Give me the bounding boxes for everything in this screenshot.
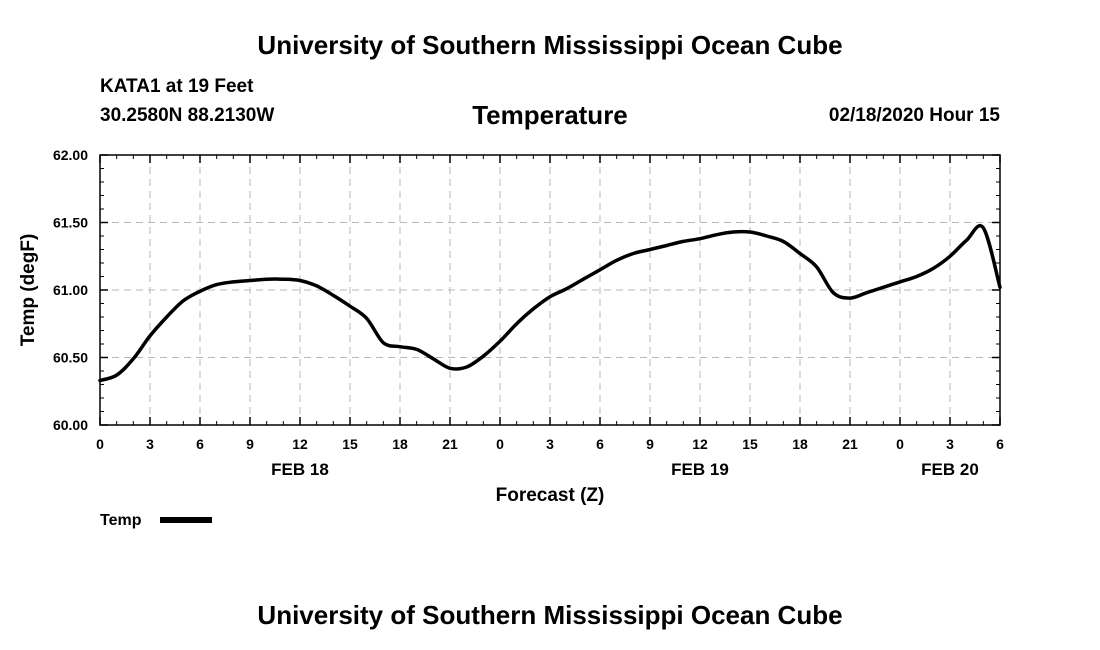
- x-tick-label: 9: [646, 436, 654, 452]
- forecast-datetime: 02/18/2020 Hour 15: [828, 105, 1000, 126]
- x-tick-label: 6: [596, 436, 604, 452]
- legend-label: Temp: [100, 512, 142, 529]
- x-tick-label: 3: [546, 436, 554, 452]
- y-tick-label: 60.50: [53, 350, 88, 366]
- temp-series-line: [98, 224, 1002, 383]
- station-label: KATA1 at 19 Feet: [100, 76, 254, 97]
- y-tick-label: 61.00: [53, 282, 88, 298]
- axis-tick-labels: 0 3 6 9 12 15 18 21 0 3 6 9 12 15 18 21 0 3 6 60.00 60.50 61.…: [53, 147, 1004, 479]
- day-label: FEB 18: [271, 460, 329, 479]
- x-tick-label: 3: [146, 436, 154, 452]
- day-label: FEB 19: [671, 460, 729, 479]
- coordinates-label: 30.2580N 88.2130W: [100, 105, 275, 126]
- x-tick-label: 0: [496, 436, 504, 452]
- y-tick-label: 60.00: [53, 417, 88, 433]
- page-title: University of Southern Mississippi Ocean…: [257, 30, 843, 60]
- chart-title: Temperature: [472, 100, 628, 130]
- grid: [100, 155, 1000, 425]
- x-tick-label: 21: [842, 436, 858, 452]
- x-tick-label: 9: [246, 436, 254, 452]
- y-tick-label: 62.00: [53, 147, 88, 163]
- x-tick-label: 18: [392, 436, 408, 452]
- x-tick-label: 21: [442, 436, 458, 452]
- x-tick-label: 18: [792, 436, 808, 452]
- x-tick-label: 0: [896, 436, 904, 452]
- x-tick-label: 0: [96, 436, 104, 452]
- x-tick-label: 15: [342, 436, 358, 452]
- x-tick-label: 12: [692, 436, 708, 452]
- x-tick-label: 6: [996, 436, 1004, 452]
- x-axis-title: Forecast (Z): [496, 485, 605, 506]
- footer-title: University of Southern Mississippi Ocean…: [257, 600, 843, 630]
- x-tick-label: 6: [196, 436, 204, 452]
- y-tick-label: 61.50: [53, 215, 88, 231]
- x-tick-label: 3: [946, 436, 954, 452]
- y-axis-title: Temp (degF): [18, 234, 39, 347]
- day-label: FEB 20: [921, 460, 979, 479]
- axis-ticks: [99, 154, 1001, 426]
- x-tick-label: 12: [292, 436, 308, 452]
- x-tick-label: 15: [742, 436, 758, 452]
